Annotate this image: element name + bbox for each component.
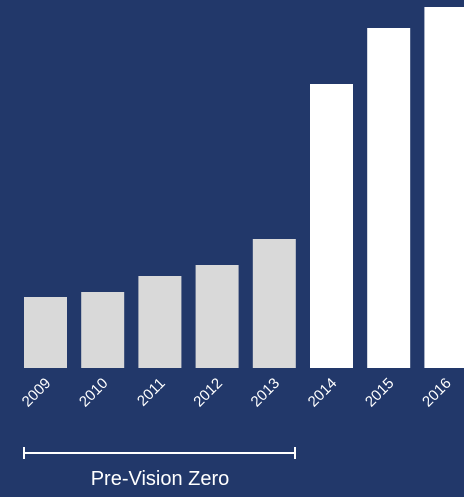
bar bbox=[81, 292, 125, 368]
annotation: Pre-Vision Zero bbox=[91, 468, 230, 490]
bar bbox=[424, 7, 464, 368]
bar bbox=[367, 28, 411, 368]
bar bbox=[138, 276, 182, 368]
bar bbox=[310, 84, 353, 368]
bar bbox=[195, 265, 239, 368]
bracket bbox=[23, 447, 296, 459]
bar bbox=[252, 239, 296, 368]
bar bbox=[24, 297, 67, 368]
